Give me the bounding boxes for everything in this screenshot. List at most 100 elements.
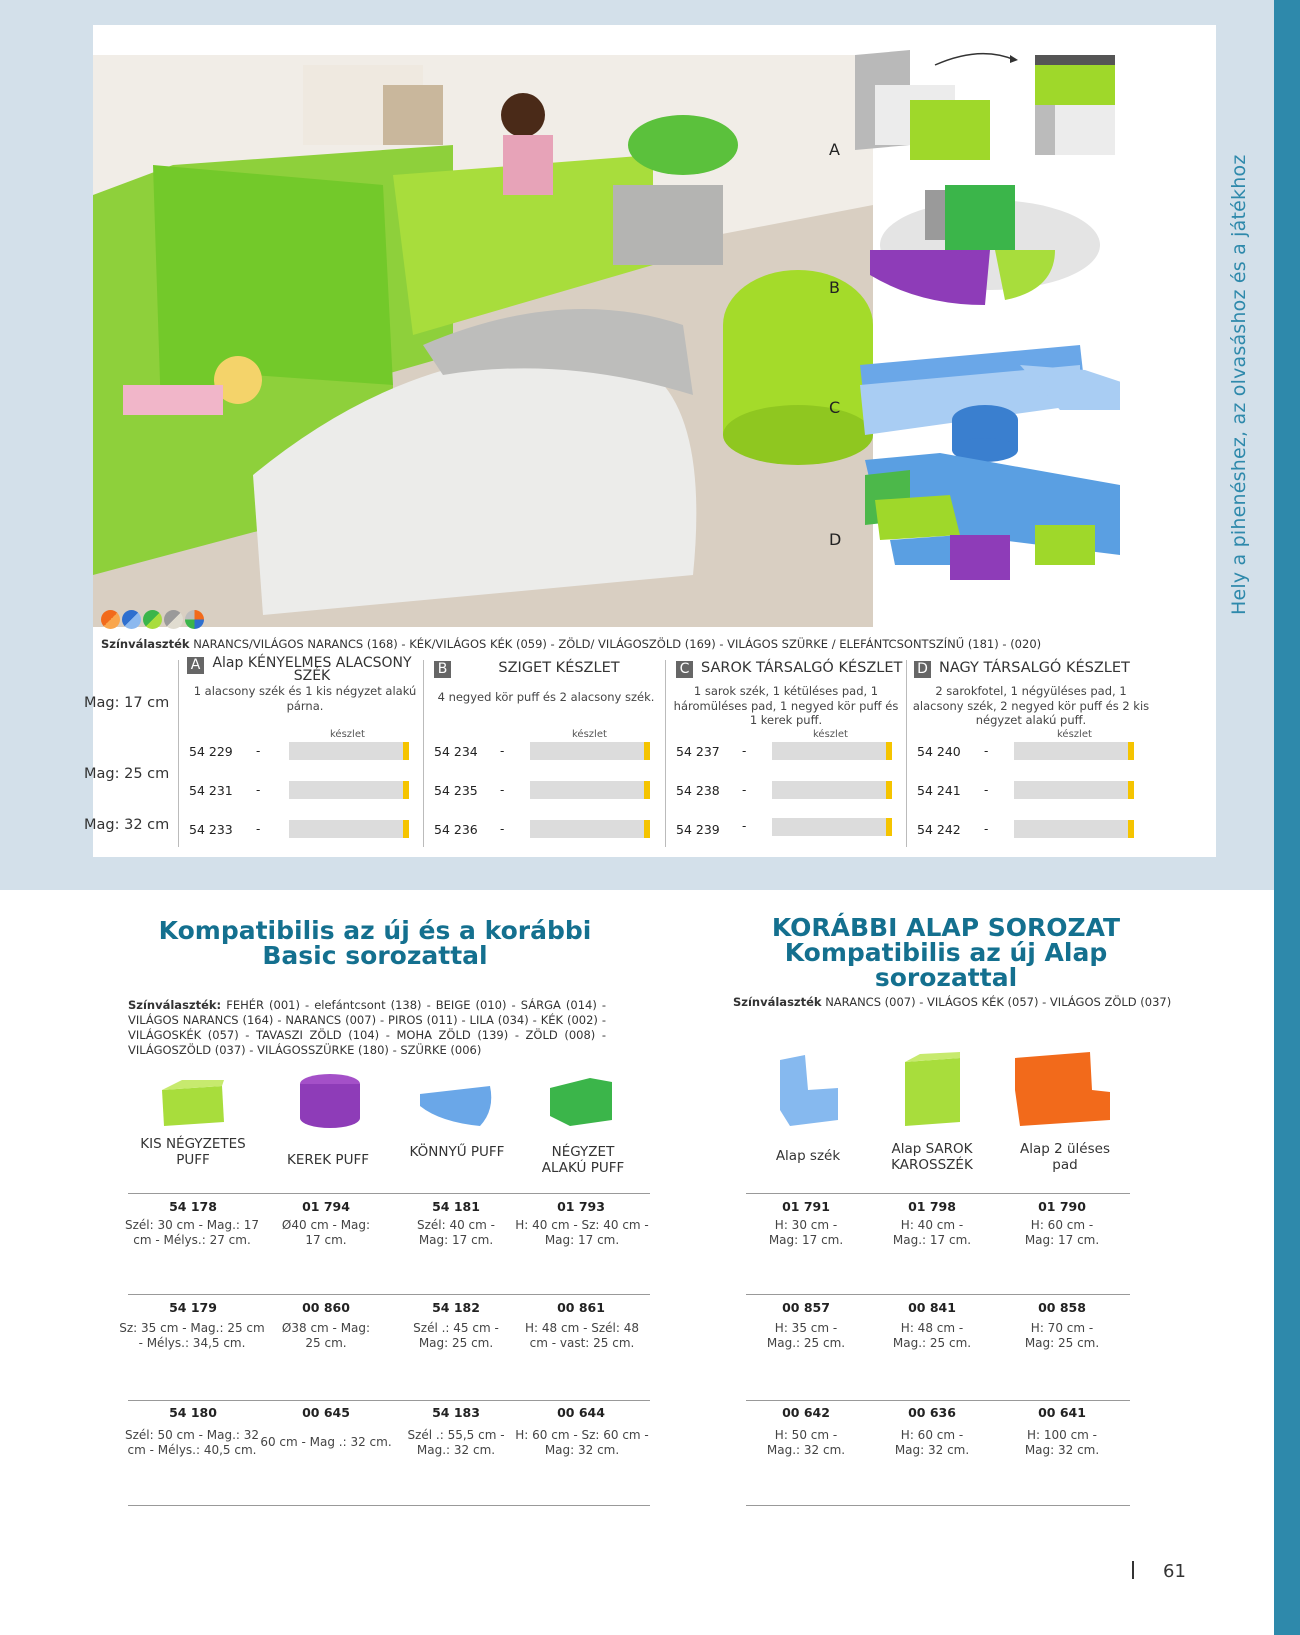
set-c-code-32: 54 239 <box>676 822 720 837</box>
product-dimensions: Ø40 cm - Mag: 17 cm. <box>281 1218 371 1247</box>
dash: - <box>984 822 989 836</box>
product-code: 01 798 <box>908 1199 956 1214</box>
height-32: Mag: 32 cm <box>84 817 170 833</box>
product-dimensions: 60 cm - Mag .: 32 cm. <box>260 1435 392 1449</box>
divider <box>423 660 424 847</box>
product-dimensions: H: 35 cm - Mag.: 25 cm. <box>766 1321 846 1350</box>
set-d-title: D NAGY TÁRSALGÓ KÉSZLET <box>914 661 1144 678</box>
product-name: Alap szék <box>775 1148 841 1164</box>
set-d-code-17: 54 240 <box>917 744 961 759</box>
side-title: Hely a pihenéshez, az olvasáshoz és a já… <box>1228 154 1250 616</box>
color-swatches <box>101 610 204 629</box>
product-name: KIS NÉGYZETES PUFF <box>140 1136 246 1168</box>
left-product-images <box>162 1074 612 1128</box>
dash: - <box>500 822 505 836</box>
set-a-code-17: 54 229 <box>189 744 233 759</box>
swatch-blue <box>122 610 141 629</box>
table-rule <box>128 1294 650 1295</box>
quantity-field[interactable] <box>530 820 650 838</box>
product-name: NÉGYZET ALAKÚ PUFF <box>541 1144 625 1176</box>
product-code: 00 857 <box>782 1300 830 1315</box>
set-a-code-25: 54 231 <box>189 783 233 798</box>
height-17: Mag: 17 cm <box>84 695 170 711</box>
left-section-title: Kompatibilis az új és a korábbi Basic sor… <box>158 916 592 970</box>
product-dimensions: Ø38 cm - Mag: 25 cm. <box>281 1321 371 1350</box>
product-code: 00 858 <box>1038 1300 1086 1315</box>
quantity-field[interactable] <box>772 781 892 799</box>
product-code: 01 790 <box>1038 1199 1086 1214</box>
product-dimensions: Sz: 35 cm - Mag.: 25 cm - Mélys.: 34,5 c… <box>119 1321 265 1350</box>
set-d-code-25: 54 241 <box>917 783 961 798</box>
product-dimensions: Szél: 30 cm - Mag.: 17 cm - Mélys.: 27 c… <box>124 1218 260 1247</box>
product-dimensions: Szél: 50 cm - Mag.: 32 cm - Mélys.: 40,5… <box>124 1428 260 1457</box>
quantity-field[interactable] <box>1014 742 1134 760</box>
set-a-badge: A <box>187 657 204 674</box>
product-code: 54 180 <box>169 1405 217 1420</box>
product-code: 00 642 <box>782 1405 830 1420</box>
quantity-field[interactable] <box>772 742 892 760</box>
sets-card <box>93 25 1216 857</box>
set-b-title: B SZIGET KÉSZLET <box>434 661 664 678</box>
quantity-field[interactable] <box>1014 820 1134 838</box>
table-rule <box>128 1505 650 1506</box>
set-drawings <box>855 50 1120 580</box>
quantity-field[interactable] <box>772 818 892 836</box>
swatch-grey <box>164 610 183 629</box>
dash: - <box>256 822 261 836</box>
dash: - <box>742 819 747 833</box>
set-b-code-17: 54 234 <box>434 744 478 759</box>
product-dimensions: H: 30 cm - Mag: 17 cm. <box>768 1218 844 1247</box>
set-a-title: A Alap KÉNYELMES ALACSONY SZÉK <box>187 656 417 683</box>
product-dimensions: H: 40 cm - Sz: 40 cm - Mag: 17 cm. <box>515 1218 649 1247</box>
dash: - <box>256 744 261 758</box>
set-c-unit: készlet <box>813 729 848 740</box>
product-dimensions: H: 48 cm - Szél: 48 cm - vast: 25 cm. <box>525 1321 639 1350</box>
dash: - <box>984 783 989 797</box>
dash: - <box>742 783 747 797</box>
set-b-code-25: 54 235 <box>434 783 478 798</box>
page-number: 61 <box>1163 1561 1186 1582</box>
height-25: Mag: 25 cm <box>84 766 170 782</box>
set-label-a: A <box>829 140 840 159</box>
product-code: 00 641 <box>1038 1405 1086 1420</box>
quantity-field[interactable] <box>289 820 409 838</box>
product-code: 00 645 <box>302 1405 350 1420</box>
product-dimensions: H: 40 cm - Mag.: 17 cm. <box>892 1218 972 1247</box>
product-code: 00 841 <box>908 1300 956 1315</box>
table-rule <box>746 1505 1130 1506</box>
table-rule <box>746 1193 1130 1194</box>
product-dimensions: H: 60 cm - Mag: 17 cm. <box>1024 1218 1100 1247</box>
right-color-options: Színválaszték NARANCS (007) - VILÁGOS KÉ… <box>733 995 1172 1009</box>
set-label-b: B <box>829 278 840 297</box>
page-number-rule <box>1132 1561 1134 1579</box>
set-d-code-32: 54 242 <box>917 822 961 837</box>
product-dimensions: Szél: 40 cm - Mag: 17 cm. <box>416 1218 495 1247</box>
product-dimensions: Szél .: 45 cm - Mag: 25 cm. <box>413 1321 499 1350</box>
divider <box>906 660 907 847</box>
dash: - <box>500 783 505 797</box>
quantity-field[interactable] <box>530 742 650 760</box>
product-name: KEREK PUFF <box>287 1152 369 1168</box>
side-color-bar <box>1274 0 1300 1635</box>
set-a-code-32: 54 233 <box>189 822 233 837</box>
product-dimensions: H: 60 cm - Mag: 32 cm. <box>894 1428 970 1457</box>
set-label-c: C <box>829 398 841 417</box>
quantity-field[interactable] <box>530 781 650 799</box>
product-dimensions: Szél .: 55,5 cm - Mag.: 32 cm. <box>407 1428 505 1457</box>
product-name: Alap SAROK KAROSSZÉK <box>891 1141 973 1173</box>
product-code: 01 791 <box>782 1199 830 1214</box>
product-dimensions: H: 70 cm - Mag: 25 cm. <box>1024 1321 1100 1350</box>
right-product-images <box>780 1052 1110 1126</box>
table-rule <box>746 1400 1130 1401</box>
set-a-unit: készlet <box>330 729 365 740</box>
quantity-field[interactable] <box>289 781 409 799</box>
left-color-options: Színválaszték: FEHÉR (001) - elefántcson… <box>128 998 607 1057</box>
set-d-badge: D <box>914 661 931 678</box>
quantity-field[interactable] <box>289 742 409 760</box>
product-dimensions: H: 100 cm - Mag: 32 cm. <box>1024 1428 1100 1457</box>
set-c-badge: C <box>676 661 693 678</box>
quantity-field[interactable] <box>1014 781 1134 799</box>
set-b-unit: készlet <box>572 729 607 740</box>
product-dimensions: H: 50 cm - Mag.: 32 cm. <box>766 1428 846 1457</box>
product-code: 54 183 <box>432 1405 480 1420</box>
